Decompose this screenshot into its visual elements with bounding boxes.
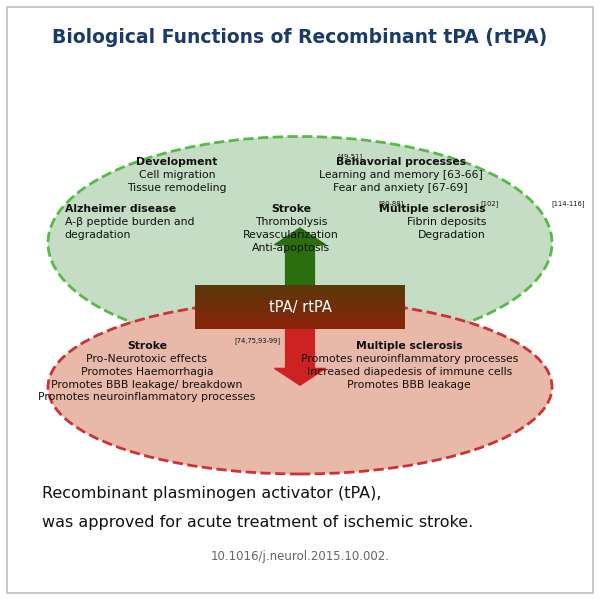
Text: [74,75,93-99]: [74,75,93-99] <box>235 337 281 344</box>
Text: [102]: [102] <box>480 200 499 207</box>
Bar <box>195 324 405 326</box>
Text: Multiple sclerosis: Multiple sclerosis <box>356 341 463 351</box>
Bar <box>195 315 405 318</box>
Text: Tissue remodeling: Tissue remodeling <box>127 183 227 193</box>
Text: Recombinant plasminogen activator (tPA),: Recombinant plasminogen activator (tPA), <box>42 486 386 500</box>
Text: Promotes BBB leakage: Promotes BBB leakage <box>347 379 471 389</box>
Bar <box>195 307 405 310</box>
Text: Alzheimer disease: Alzheimer disease <box>65 204 176 214</box>
Text: Learning and memory [63-66]: Learning and memory [63-66] <box>319 170 483 180</box>
Bar <box>195 320 405 322</box>
Bar <box>195 317 405 320</box>
Text: Stroke: Stroke <box>127 341 167 351</box>
Bar <box>195 298 405 301</box>
Text: Anti-apoptosis: Anti-apoptosis <box>252 242 330 253</box>
Bar <box>195 326 405 329</box>
Text: Multiple sclerosis: Multiple sclerosis <box>379 204 486 214</box>
Bar <box>195 309 405 311</box>
Bar <box>195 322 405 325</box>
Text: Development: Development <box>136 157 218 167</box>
Text: [114-116]: [114-116] <box>552 200 586 207</box>
Text: Degradation: Degradation <box>418 230 486 240</box>
FancyArrow shape <box>275 329 325 385</box>
Bar <box>195 287 405 290</box>
Text: Revascularization: Revascularization <box>243 230 339 240</box>
Text: Promotes neuroinflammatory processes: Promotes neuroinflammatory processes <box>38 392 256 403</box>
Text: was approved for acute treatment of ischemic stroke.: was approved for acute treatment of isch… <box>42 514 473 529</box>
Text: A-β peptide burden and: A-β peptide burden and <box>65 217 194 227</box>
FancyArrow shape <box>275 228 325 286</box>
Text: Stroke: Stroke <box>271 204 311 214</box>
Text: degradation: degradation <box>65 230 131 240</box>
Text: Fear and anxiety [67-69]: Fear and anxiety [67-69] <box>334 183 468 193</box>
Text: [80-88]: [80-88] <box>379 200 404 207</box>
Text: Promotes Haemorrhagia: Promotes Haemorrhagia <box>81 367 213 377</box>
Text: Thrombolysis: Thrombolysis <box>255 217 327 227</box>
Bar <box>195 296 405 299</box>
Text: Biological Functions of Recombinant tPA (rtPA): Biological Functions of Recombinant tPA … <box>52 28 548 47</box>
Text: [49-51]: [49-51] <box>338 154 363 160</box>
Bar <box>195 300 405 303</box>
Text: Cell migration: Cell migration <box>139 170 215 180</box>
Text: Fibrin deposits: Fibrin deposits <box>407 217 486 227</box>
Text: Pro-Neurotoxic effects: Pro-Neurotoxic effects <box>86 354 208 364</box>
Bar <box>195 289 405 292</box>
Text: Behavorial processes: Behavorial processes <box>336 157 466 167</box>
Ellipse shape <box>48 300 552 474</box>
Text: Promotes neuroinflammatory processes: Promotes neuroinflammatory processes <box>301 354 518 364</box>
Text: 10.1016/j.neurol.2015.10.002.: 10.1016/j.neurol.2015.10.002. <box>211 550 389 563</box>
Bar <box>195 293 405 296</box>
Bar <box>195 311 405 314</box>
Bar <box>195 302 405 305</box>
Text: Increased diapedesis of immune cells: Increased diapedesis of immune cells <box>307 367 512 377</box>
Bar <box>195 313 405 316</box>
Text: Promotes BBB leakage/ breakdown: Promotes BBB leakage/ breakdown <box>52 379 242 389</box>
Bar <box>195 292 405 294</box>
Bar <box>195 285 405 288</box>
Ellipse shape <box>48 136 552 349</box>
Bar <box>195 304 405 307</box>
Text: tPA/ rtPA: tPA/ rtPA <box>269 299 331 314</box>
